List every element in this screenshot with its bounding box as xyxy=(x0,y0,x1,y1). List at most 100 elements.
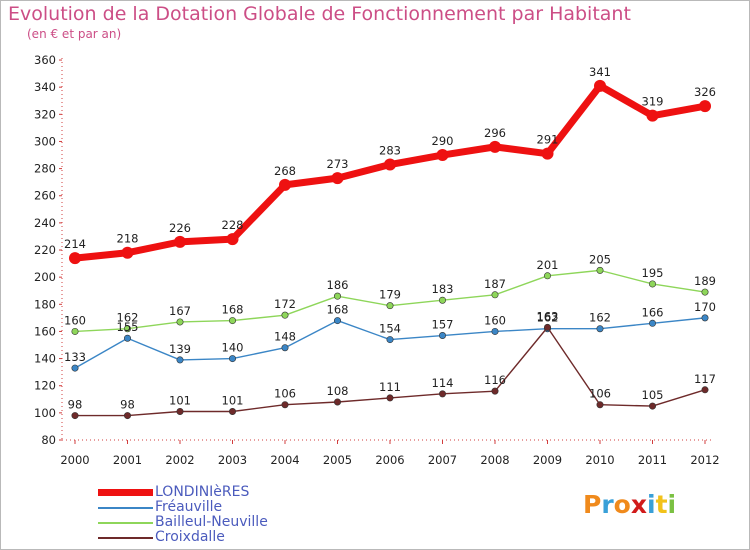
data-point xyxy=(646,109,659,122)
data-label: 186 xyxy=(327,278,349,292)
proxiti-logo: Proxiti xyxy=(583,490,677,519)
data-point xyxy=(386,394,394,402)
legend-label: Bailleul-Neuville xyxy=(155,514,268,530)
data-label: 162 xyxy=(117,311,139,325)
data-point xyxy=(436,149,449,162)
data-point xyxy=(543,272,551,280)
data-point xyxy=(701,386,709,394)
data-point xyxy=(333,398,341,406)
data-label: 228 xyxy=(222,218,244,232)
data-label: 290 xyxy=(432,134,454,148)
data-point xyxy=(386,336,394,344)
data-label: 162 xyxy=(589,311,611,325)
y-tick-label: 260 xyxy=(34,189,56,203)
data-label: 167 xyxy=(169,304,191,318)
data-label: 268 xyxy=(274,164,296,178)
legend-swatch xyxy=(98,521,153,524)
y-tick-label: 220 xyxy=(34,243,56,257)
y-tick-label: 340 xyxy=(34,80,56,94)
x-tick-label: 2005 xyxy=(323,453,352,467)
legend-label: Croixdalle xyxy=(155,529,225,545)
chart-subtitle: (en € et par an) xyxy=(27,27,122,41)
data-label: 168 xyxy=(327,303,349,317)
data-label: 163 xyxy=(537,309,559,323)
data-point xyxy=(543,323,551,331)
y-tick-label: 180 xyxy=(34,297,56,311)
x-tick-label: 2000 xyxy=(60,453,89,467)
data-point xyxy=(491,387,499,395)
data-point xyxy=(176,408,184,416)
data-label: 205 xyxy=(589,252,611,266)
data-label: 108 xyxy=(327,384,349,398)
data-point xyxy=(121,246,134,259)
data-label: 195 xyxy=(642,266,664,280)
data-label: 283 xyxy=(379,144,401,158)
data-point xyxy=(648,280,656,288)
data-point xyxy=(331,172,344,185)
data-point xyxy=(71,364,79,372)
data-point xyxy=(438,332,446,340)
data-label: 140 xyxy=(222,341,244,355)
x-tick-label: 2010 xyxy=(585,453,614,467)
legend-swatch xyxy=(98,536,153,539)
y-tick-label: 280 xyxy=(34,162,56,176)
legend-swatch xyxy=(98,489,153,496)
data-label: 155 xyxy=(117,320,139,334)
data-point xyxy=(69,252,81,265)
data-label: 157 xyxy=(432,318,454,332)
y-tick-label: 120 xyxy=(34,379,56,393)
data-point xyxy=(226,233,239,246)
data-label: 162 xyxy=(537,311,559,325)
data-point xyxy=(699,100,711,113)
data-label: 273 xyxy=(327,157,349,171)
y-tick-label: 100 xyxy=(34,406,56,420)
data-point xyxy=(438,296,446,304)
data-point xyxy=(596,401,604,409)
data-label: 148 xyxy=(274,330,296,344)
data-label: 98 xyxy=(120,398,135,412)
data-point xyxy=(281,311,289,319)
data-label: 114 xyxy=(432,376,454,390)
data-label: 154 xyxy=(379,322,401,336)
data-point xyxy=(596,325,604,333)
data-label: 116 xyxy=(484,373,506,387)
data-point xyxy=(541,147,554,160)
data-point xyxy=(71,412,79,420)
data-label: 170 xyxy=(694,300,716,314)
data-point xyxy=(124,334,132,342)
data-point xyxy=(333,292,341,300)
data-label: 189 xyxy=(694,274,716,288)
data-point xyxy=(229,317,237,325)
legend-item: Fréauville xyxy=(98,500,268,515)
data-label: 214 xyxy=(64,237,86,251)
x-tick-label: 2003 xyxy=(218,453,247,467)
y-tick-label: 80 xyxy=(41,433,56,447)
data-label: 179 xyxy=(379,288,401,302)
data-point xyxy=(229,355,237,363)
x-tick-label: 2011 xyxy=(638,453,667,467)
legend-label: LONDINIèRES xyxy=(155,484,250,500)
data-point xyxy=(701,288,709,296)
data-label: 139 xyxy=(169,342,191,356)
data-point xyxy=(384,158,396,171)
data-point xyxy=(491,291,499,299)
data-label: 319 xyxy=(642,95,664,109)
data-label: 296 xyxy=(484,126,506,140)
data-point xyxy=(229,408,237,416)
data-label: 226 xyxy=(169,221,191,235)
y-tick-label: 240 xyxy=(34,216,56,230)
y-tick-label: 160 xyxy=(34,324,56,338)
data-point xyxy=(176,318,184,326)
data-point xyxy=(596,266,604,274)
data-label: 183 xyxy=(432,282,454,296)
data-point xyxy=(333,317,341,325)
y-tick-label: 300 xyxy=(34,134,56,148)
data-label: 105 xyxy=(642,388,664,402)
chart-title: Evolution de la Dotation Globale de Fonc… xyxy=(8,3,631,25)
data-point xyxy=(594,79,606,92)
y-tick-label: 140 xyxy=(34,352,56,366)
y-tick-label: 360 xyxy=(34,53,56,67)
data-point xyxy=(491,327,499,335)
data-label: 117 xyxy=(694,372,716,386)
